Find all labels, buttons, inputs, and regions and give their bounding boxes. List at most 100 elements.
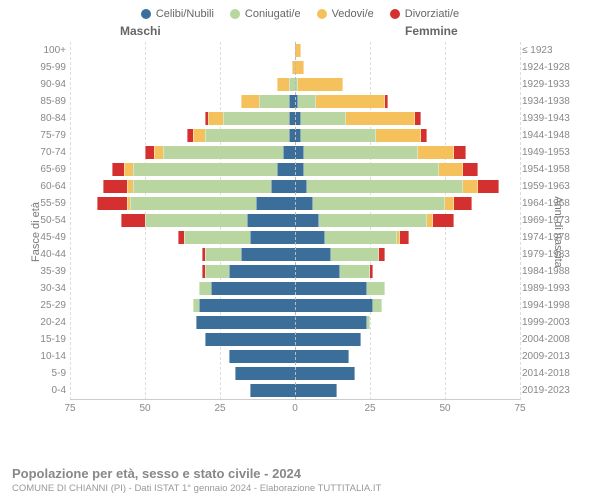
year-label: 2014-2018: [522, 365, 578, 382]
bar-segment-single: [295, 333, 361, 346]
bar-female: [295, 248, 385, 261]
bar-segment-single: [229, 265, 295, 278]
pyramid-row: 10-142009-2013: [0, 348, 600, 365]
age-label: 15-19: [28, 331, 66, 348]
center-line: [295, 42, 296, 400]
age-label: 25-29: [28, 297, 66, 314]
age-label: 100+: [28, 42, 66, 59]
age-label: 85-89: [28, 93, 66, 110]
year-label: 1979-1983: [522, 246, 578, 263]
legend-label: Coniugati/e: [245, 8, 301, 20]
bar-segment-divorced: [379, 248, 385, 261]
pyramid-row: 55-591964-1968: [0, 195, 600, 212]
x-tick: 50: [439, 403, 450, 414]
pyramid-row: 30-341989-1993: [0, 280, 600, 297]
year-label: 1954-1958: [522, 161, 578, 178]
bar-segment-married: [199, 282, 211, 295]
bar-segment-divorced: [478, 180, 499, 193]
bar-segment-divorced: [370, 265, 373, 278]
bar-segment-married: [313, 197, 445, 210]
bar-segment-single: [295, 299, 373, 312]
pyramid-row: 65-691954-1958: [0, 161, 600, 178]
legend-label: Celibi/Nubili: [156, 8, 214, 20]
legend-item: Divorziati/e: [390, 8, 459, 20]
pyramid-row: 50-54 1969-1973: [0, 212, 600, 229]
bar-segment-married: [205, 248, 241, 261]
bar-segment-widowed: [376, 129, 421, 142]
bar-segment-married: [205, 265, 229, 278]
bar-segment-single: [295, 367, 355, 380]
bar-segment-married: [304, 146, 418, 159]
bar-segment-divorced: [103, 180, 127, 193]
bar-segment-divorced: [454, 146, 466, 159]
x-tick: 75: [64, 403, 75, 414]
bar-segment-single: [199, 299, 295, 312]
bar-female: [295, 129, 427, 142]
bar-segment-single: [196, 316, 295, 329]
bar-segment-married: [184, 231, 250, 244]
bar-male: [178, 231, 295, 244]
year-label: ≤ 1923: [522, 42, 578, 59]
header-male: Maschi: [120, 24, 161, 38]
bar-segment-single: [277, 163, 295, 176]
bar-segment-divorced: [145, 146, 154, 159]
bar-segment-divorced: [385, 95, 388, 108]
bar-segment-married: [163, 146, 283, 159]
bar-female: [295, 282, 385, 295]
age-label: 55-59: [28, 195, 66, 212]
bar-segment-married: [298, 95, 316, 108]
pyramid-row: 100+ ≤ 1923: [0, 42, 600, 59]
bar-female: [295, 180, 499, 193]
bar-female: [295, 146, 466, 159]
bar-segment-widowed: [463, 180, 478, 193]
bar-segment-married: [133, 163, 277, 176]
bar-female: [295, 350, 349, 363]
year-label: 1989-1993: [522, 280, 578, 297]
bar-segment-single: [229, 350, 295, 363]
age-label: 75-79: [28, 127, 66, 144]
bar-segment-single: [271, 180, 295, 193]
pyramid-row: 60-641959-1963: [0, 178, 600, 195]
bar-male: [196, 316, 295, 329]
bar-female: [295, 163, 478, 176]
bar-segment-single: [295, 265, 340, 278]
x-axis: 7550250255075: [70, 399, 520, 419]
bar-segment-divorced: [433, 214, 454, 227]
bar-female: [295, 231, 409, 244]
age-label: 40-44: [28, 246, 66, 263]
bar-female: [295, 384, 337, 397]
age-label: 0-4: [28, 382, 66, 399]
bar-segment-widowed: [316, 95, 385, 108]
bar-segment-widowed: [346, 112, 415, 125]
year-label: 1984-1988: [522, 263, 578, 280]
bar-segment-single: [295, 316, 367, 329]
x-tick: 75: [514, 403, 525, 414]
bar-segment-married: [259, 95, 289, 108]
pyramid-row: 90-941929-1933: [0, 76, 600, 93]
bar-segment-married: [205, 129, 289, 142]
bar-segment-divorced: [121, 214, 145, 227]
bar-male: [235, 367, 295, 380]
year-label: 1959-1963: [522, 178, 578, 195]
bar-segment-widowed: [241, 95, 259, 108]
bar-segment-widowed: [124, 163, 133, 176]
bar-segment-single: [295, 214, 319, 227]
x-tick: 0: [292, 403, 298, 414]
year-label: 1924-1928: [522, 59, 578, 76]
age-label: 35-39: [28, 263, 66, 280]
pyramid-row: 95-991924-1928: [0, 59, 600, 76]
bar-segment-single: [295, 163, 304, 176]
year-label: 1969-1973: [522, 212, 578, 229]
age-label: 50-54: [28, 212, 66, 229]
bar-male: [199, 282, 295, 295]
bar-segment-married: [373, 299, 382, 312]
bar-segment-married: [367, 282, 385, 295]
bar-female: [295, 367, 355, 380]
bar-segment-single: [283, 146, 295, 159]
bar-segment-divorced: [97, 197, 127, 210]
bar-segment-widowed: [439, 163, 463, 176]
bar-segment-single: [256, 197, 295, 210]
bar-segment-married: [325, 231, 397, 244]
bar-segment-widowed: [154, 146, 163, 159]
year-label: 1929-1933: [522, 76, 578, 93]
